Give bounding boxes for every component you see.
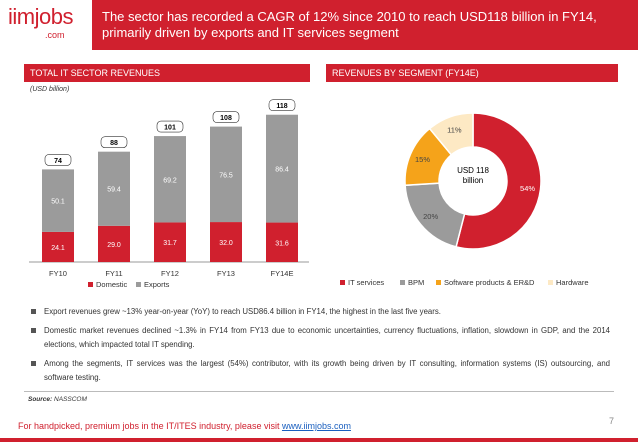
right-section-title: REVENUES BY SEGMENT (FY14E) xyxy=(326,64,618,82)
data-label-exports: 50.1 xyxy=(51,199,65,206)
footer: For handpicked, premium jobs in the IT/I… xyxy=(18,421,351,431)
donut-center-line2: billion xyxy=(462,176,484,185)
logo-text: iimjobs xyxy=(8,4,73,29)
x-tick-label: FY10 xyxy=(49,269,67,278)
legend-label: Software products & ER&D xyxy=(444,278,535,287)
bar-domestic xyxy=(98,225,130,262)
data-label-exports: 86.4 xyxy=(275,167,289,174)
data-label-exports: 76.5 xyxy=(219,172,233,179)
segment-donut-chart: 54% 20% 15% 11% IT services BPM Software produ… xyxy=(340,112,589,287)
source-label: Source: xyxy=(28,396,53,403)
legend-swatch xyxy=(436,280,441,285)
bar-exports xyxy=(98,151,130,226)
total-label: 108 xyxy=(220,115,232,122)
data-label-exports: 59.4 xyxy=(107,187,121,194)
bar-exports xyxy=(266,114,298,223)
footer-link[interactable]: www.iimjobs.com xyxy=(281,421,351,431)
total-label: 74 xyxy=(54,158,62,165)
footer-text: For handpicked, premium jobs in the IT/I… xyxy=(18,421,282,431)
bar-domestic xyxy=(42,231,74,262)
total-callout xyxy=(156,120,184,133)
total-callout xyxy=(268,99,296,112)
slice-label: 11% xyxy=(447,125,462,134)
total-callout xyxy=(212,111,240,123)
key-points-list: Export revenues grew ~13% year-on-year (… xyxy=(30,305,610,390)
source-note: Source: NASSCOM xyxy=(28,396,87,403)
donut-center-label: USD 118 billion xyxy=(438,166,508,186)
footer-accent-line xyxy=(0,438,638,442)
legend-label: BPM xyxy=(408,278,424,287)
donut-slice xyxy=(455,112,542,250)
x-tick-label: FY13 xyxy=(217,269,235,278)
bar-domestic xyxy=(266,222,298,262)
divider xyxy=(24,391,614,392)
data-label-exports: 69.2 xyxy=(163,177,177,184)
donut-slice xyxy=(428,112,474,156)
bullet-item: Among the segments, IT services was the … xyxy=(30,357,610,385)
legend-swatch-domestic xyxy=(88,282,93,287)
bullet-item: Domestic market revenues declined ~1.3% … xyxy=(30,324,610,352)
total-callout xyxy=(100,136,128,148)
bar-exports xyxy=(154,136,186,223)
logo[interactable]: iimjobs .com xyxy=(0,0,92,50)
x-tick-label: FY12 xyxy=(161,269,179,278)
header: iimjobs .com The sector has recorded a C… xyxy=(0,0,638,50)
source-text: NASSCOM xyxy=(54,396,87,403)
logo-suffix: .com xyxy=(45,30,65,40)
data-label-domestic: 32.0 xyxy=(219,240,233,247)
legend-label: IT services xyxy=(348,278,384,287)
legend-label: Hardware xyxy=(556,278,589,287)
left-section-title: TOTAL IT SECTOR REVENUES xyxy=(24,64,310,82)
slide-title: The sector has recorded a CAGR of 12% si… xyxy=(92,0,638,50)
bar-domestic xyxy=(154,222,186,262)
slice-label: 20% xyxy=(423,212,438,221)
bullet-item: Export revenues grew ~13% year-on-year (… xyxy=(30,305,610,319)
data-label-domestic: 31.6 xyxy=(275,240,289,247)
slice-label: 54% xyxy=(520,184,535,193)
total-label: 118 xyxy=(276,103,287,110)
slice-label: 15% xyxy=(415,155,430,164)
legend-label-domestic: Domestic xyxy=(96,280,128,289)
page-number: 7 xyxy=(608,416,614,426)
data-label-domestic: 29.0 xyxy=(107,242,121,249)
bar-domestic xyxy=(210,222,242,262)
revenue-bar-chart: 24.1 50.1 74 FY10 29.0 59.4 88 FY11 31.7 69.2 101 F… xyxy=(29,99,309,289)
total-label: 88 xyxy=(110,140,118,147)
legend-swatch xyxy=(548,280,553,285)
unit-label: (USD billion) xyxy=(30,86,70,93)
total-callout xyxy=(44,154,72,166)
legend-swatch xyxy=(340,280,345,285)
donut-center-line1: USD 118 xyxy=(457,166,489,175)
legend-swatch-exports xyxy=(136,282,141,287)
x-tick-label: FY11 xyxy=(105,269,122,278)
data-label-domestic: 24.1 xyxy=(51,245,65,252)
legend-label-exports: Exports xyxy=(144,280,170,289)
legend-swatch xyxy=(400,280,405,285)
bar-exports xyxy=(42,169,74,232)
total-label: 101 xyxy=(164,125,176,132)
bar-exports xyxy=(210,126,242,223)
x-tick-label: FY14E xyxy=(271,269,294,278)
data-label-domestic: 31.7 xyxy=(163,240,177,247)
